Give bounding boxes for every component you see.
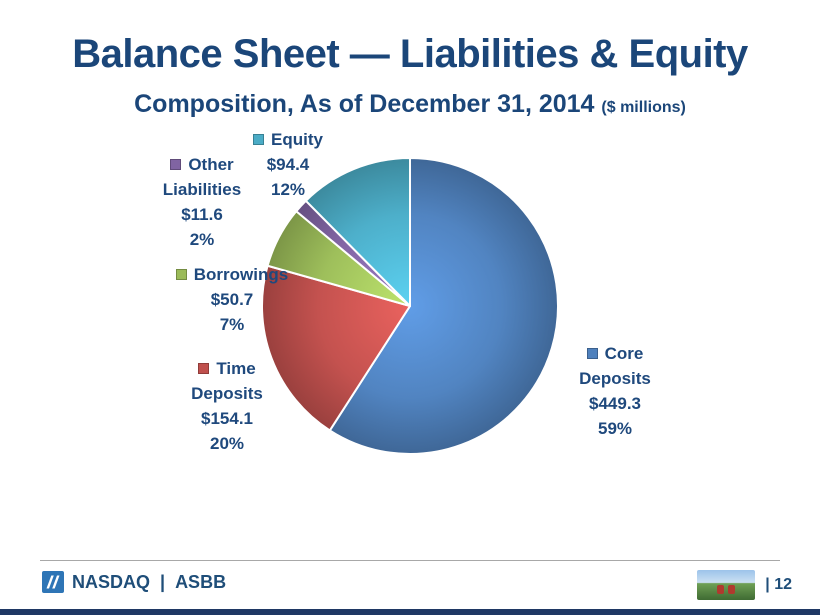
label-percent: 7% xyxy=(219,315,245,334)
pie-label-borrowings: Borrowings $50.7 7% xyxy=(172,262,292,337)
label-name-line: Liabilities xyxy=(162,180,242,199)
page-number: | 12 xyxy=(765,576,792,593)
bottom-accent-bar xyxy=(0,609,820,615)
footer-brand: NASDAQ | ASBB xyxy=(42,571,226,593)
pie-label-core-deposits: Core Deposits $449.3 59% xyxy=(556,341,674,441)
subtitle-text: Composition, As of December 31, 2014 xyxy=(134,90,595,118)
pie-label-other-liabilities: Other Liabilities $11.6 2% xyxy=(146,152,258,252)
label-name: Time xyxy=(216,359,256,378)
label-name-line: Deposits xyxy=(191,384,263,403)
label-value: $11.6 xyxy=(181,205,223,224)
footer-photo xyxy=(697,570,756,600)
page-title: Balance Sheet — Liabilities & Equity xyxy=(72,32,748,76)
label-percent: 20% xyxy=(209,434,245,453)
label-percent: 12% xyxy=(270,180,306,199)
label-name: Core xyxy=(604,344,644,363)
brand-divider: | xyxy=(160,571,166,592)
label-percent: 59% xyxy=(597,419,633,438)
core-deposits-swatch-icon xyxy=(586,348,598,359)
label-value: $94.4 xyxy=(266,155,310,174)
footer-right: | 12 xyxy=(697,570,792,600)
label-value: $449.3 xyxy=(589,394,641,413)
photo-chair-right xyxy=(728,585,736,594)
pie-label-equity: Equity $94.4 12% xyxy=(228,127,348,202)
label-name: Other xyxy=(188,155,234,174)
footer-divider-line xyxy=(40,560,780,561)
label-name-line: Deposits xyxy=(579,369,651,388)
label-value: $50.7 xyxy=(210,290,254,309)
label-name: Equity xyxy=(271,130,323,149)
pie-chart xyxy=(261,157,559,455)
label-value: $154.1 xyxy=(201,409,253,428)
time-deposits-swatch-icon xyxy=(198,363,210,374)
equity-swatch-icon xyxy=(253,134,265,145)
label-percent: 2% xyxy=(189,230,215,249)
pie-label-time-deposits: Time Deposits $154.1 20% xyxy=(168,356,286,456)
pie-slice-core-deposits xyxy=(328,157,559,455)
label-name: Borrowings xyxy=(193,265,289,284)
pie-chart-container xyxy=(255,151,565,461)
label-head-equity: Equity xyxy=(228,127,348,152)
pie-slice-equity xyxy=(304,157,411,307)
label-head-core-deposits: Core xyxy=(556,341,674,366)
photo-chair-left xyxy=(717,585,725,594)
ticker-symbol: ASBB xyxy=(175,571,227,592)
slide-subtitle: Composition, As of December 31, 2014 ($ … xyxy=(0,90,820,119)
label-head-borrowings: Borrowings xyxy=(172,262,292,287)
label-head-time-deposits: Time xyxy=(168,356,286,381)
subtitle-unit: ($ millions) xyxy=(601,99,686,116)
brand-name: NASDAQ xyxy=(72,571,151,592)
pie-slice-time-deposits xyxy=(261,264,411,432)
label-head-other-liabilities: Other xyxy=(146,152,258,177)
nasdaq-logo-icon xyxy=(42,571,64,593)
other-liabilities-swatch-icon xyxy=(170,159,182,170)
borrowings-swatch-icon xyxy=(175,269,187,280)
